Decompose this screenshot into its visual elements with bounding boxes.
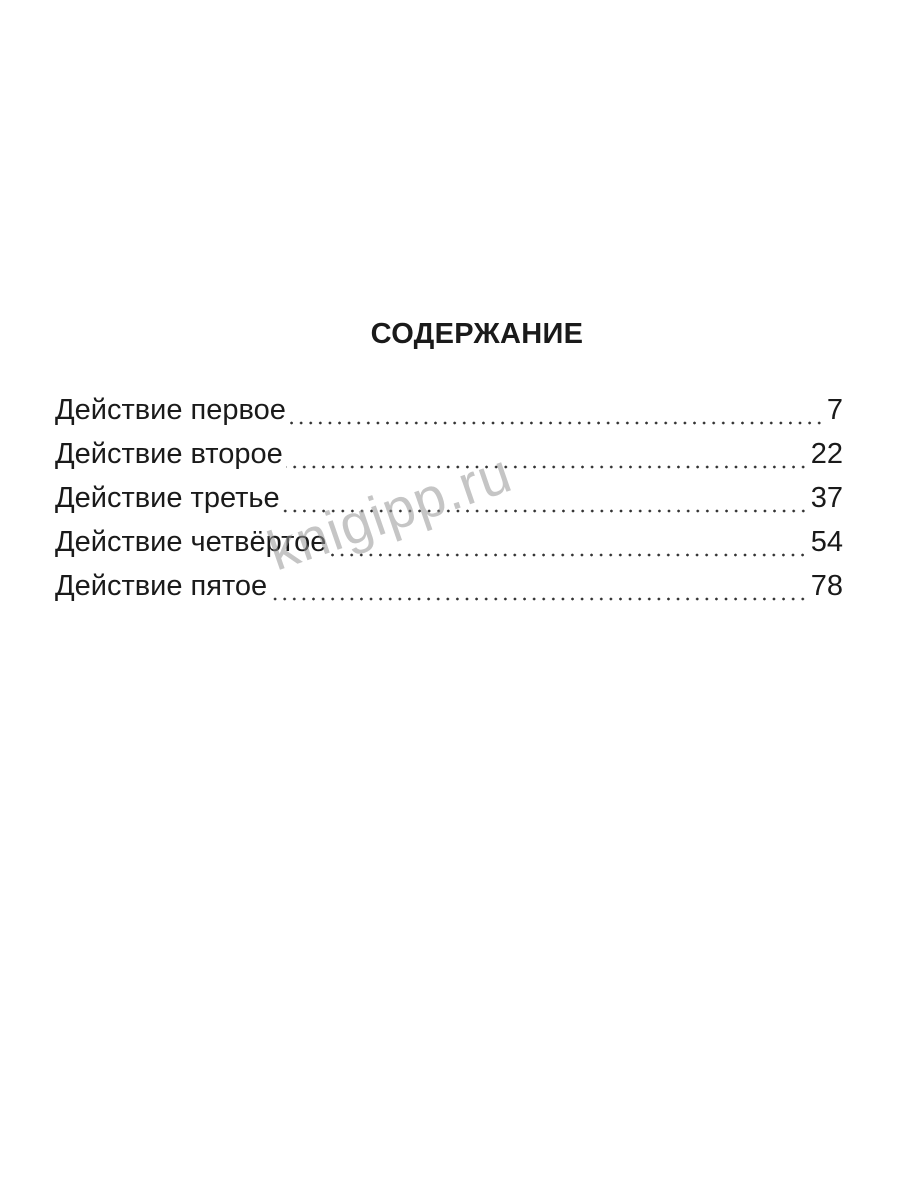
toc-entry-page: 54 — [810, 526, 843, 558]
toc-entry-label: Действие третье — [55, 482, 280, 514]
page-title: СОДЕРЖАНИЕ — [370, 318, 584, 350]
toc-entry-page: 22 — [810, 438, 843, 470]
toc-entry: Действие второе 22 — [55, 436, 843, 480]
toc-entry-label: Действие четвёртое — [55, 526, 327, 558]
toc-entry-label: Действие второе — [55, 438, 283, 470]
table-of-contents: Действие первое 7 Действие второе 22 Дей… — [55, 392, 843, 612]
toc-entry: Действие первое 7 — [55, 392, 843, 436]
dot-leader — [288, 421, 824, 425]
dot-leader — [285, 465, 808, 469]
dot-leader — [270, 597, 808, 601]
toc-entry-label: Действие первое — [55, 394, 286, 426]
dot-leader — [282, 509, 808, 513]
toc-entry: Действие четвёртое 54 — [55, 524, 843, 568]
dot-leader — [329, 553, 808, 557]
toc-entry-label: Действие пятое — [55, 570, 268, 602]
toc-entry: Действие третье 37 — [55, 480, 843, 524]
toc-entry-page: 7 — [826, 394, 843, 426]
toc-entry: Действие пятое 78 — [55, 568, 843, 612]
toc-entry-page: 37 — [810, 482, 843, 514]
toc-entry-page: 78 — [810, 570, 843, 602]
